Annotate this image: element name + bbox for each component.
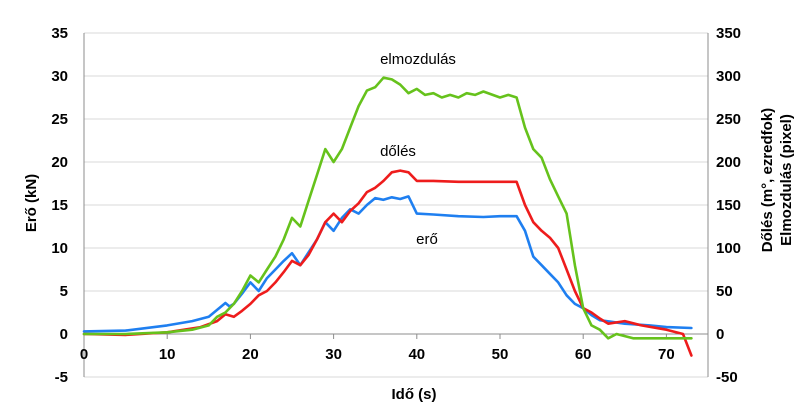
series-line-elmozdulas [84,78,691,339]
y-tick-label-7: 30 [51,68,68,85]
y2-tick-label-2: 50 [716,283,733,300]
x-tick-label-0: 0 [80,346,88,363]
annotation-ero: erő [416,231,438,248]
y-tick-label-6: 25 [51,111,68,128]
y-tick-label-4: 15 [51,197,68,214]
y-axis-title: Erő (kN) [23,174,40,232]
x-axis-title: Idő (s) [392,386,437,403]
x-tick-label-2: 20 [242,346,259,363]
grid [84,33,708,377]
x-tick-label-4: 40 [408,346,425,363]
y-tick-label-2: 5 [60,283,68,300]
y2-axis-title-line1: Dőlés (m°, ezredfok) [759,108,776,252]
series-line-ero [84,196,691,331]
y-tick-label-8: 35 [51,25,68,42]
y2-tick-label-6: 250 [716,111,741,128]
y-tick-label-0: -5 [55,369,68,386]
y2-tick-label-0: -50 [716,369,738,386]
y-tick-label-5: 20 [51,154,68,171]
annotation-elmozdulas: elmozdulás [380,51,456,68]
annotation-doles: dőlés [380,143,416,160]
x-tick-label-6: 60 [575,346,592,363]
y2-tick-label-1: 0 [716,326,724,343]
x-tick-label-5: 50 [492,346,509,363]
y2-tick-label-8: 350 [716,25,741,42]
x-tick-label-1: 10 [159,346,176,363]
y2-tick-label-5: 200 [716,154,741,171]
y2-tick-label-4: 150 [716,197,741,214]
y-tick-label-3: 10 [51,240,68,257]
y2-axis-title-line2: Elmozdulás (pixel) [778,114,795,246]
y2-tick-label-7: 300 [716,68,741,85]
x-tick-label-3: 30 [325,346,342,363]
y2-tick-label-3: 100 [716,240,741,257]
y-tick-label-1: 0 [60,326,68,343]
x-tick-label-7: 70 [658,346,675,363]
